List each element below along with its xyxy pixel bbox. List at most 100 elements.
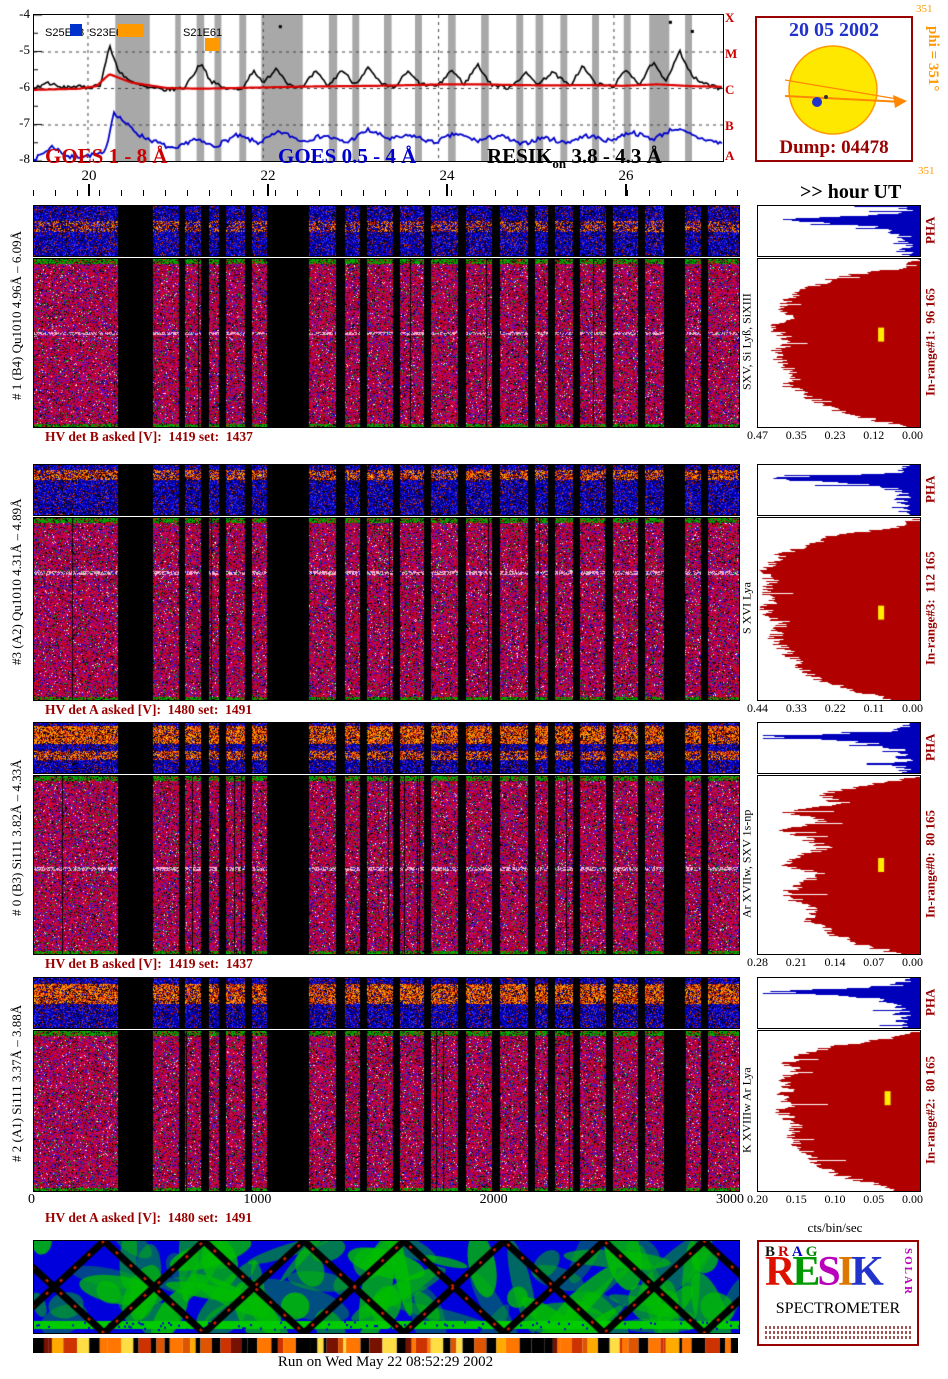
logo-letter: R [778, 1244, 792, 1260]
spectrogram-x-axis: 0 1000 2000 3000 [28, 1192, 744, 1208]
flare-label: S21E61 [183, 27, 223, 39]
credit-line [765, 1336, 911, 1339]
channel-0-line-label: Ar XVIIw, SXV 1s-np [739, 809, 754, 919]
legend-goes-long: GOES 1 - 8 Å [45, 144, 168, 168]
channel-1-count-histogram [757, 258, 921, 428]
logo-letter: A [791, 1244, 806, 1260]
goes-ytick: -6 [19, 79, 30, 94]
resik-logo-box: BRAG RESIK SOLAR SPECTROMETER [757, 1240, 919, 1346]
channel-3-inrange-label: In-range#3: 112 165 [922, 551, 938, 665]
hour-axis-title: >> hour UT [800, 181, 902, 203]
observation-date: 20 05 2002 [789, 19, 879, 41]
channel-2-inrange-label: In-range#2: 80 165 [922, 1056, 938, 1164]
channel-1-left-label: # 1 (B4) Qu1010 4.96Å – 6.09Å [9, 231, 24, 400]
channel-3-hist-axis: 0.44 0.33 0.22 0.11 0.00 [747, 701, 923, 716]
goes-lightcurve-plot [33, 14, 724, 162]
credit-line [765, 1331, 911, 1334]
hour-axis-minor-ticks [33, 190, 738, 196]
channel-2-hv-label: HV det A asked [V]: 1480 set: 1491 [45, 1210, 253, 1225]
channel-3-line-label: S XVI Lya [739, 582, 754, 634]
goes-class-label: B [725, 118, 734, 133]
hist-tick: 0.20 [747, 1192, 768, 1206]
channel-0-count-histogram [757, 775, 921, 955]
logo-letter: R [765, 1249, 795, 1295]
channel-1-inrange-label: In-range#1: 96 165 [922, 288, 938, 396]
channel-0-inrange-label: In-range#0: 80 165 [922, 810, 938, 918]
channel-0-pha-strip [33, 722, 740, 774]
channel-2-left-label: # 2 (A1) Si111 3.37Å – 3.88Å [9, 1004, 24, 1163]
hour-tick-label: 26 [618, 168, 634, 184]
hist-tick: 0.11 [863, 701, 885, 715]
hist-tick: 0.22 [824, 701, 846, 715]
logo-letter: S [817, 1249, 840, 1295]
channel-3-left-label: #3 (A2) Qu1010 4.31Å – 4.89Å [9, 498, 24, 665]
channel-1-hv-label: HV det B asked [V]: 1419 set: 1437 [45, 429, 253, 444]
hist-tick: 0.00 [902, 955, 923, 969]
channel-3-hv-label: HV det A asked [V]: 1480 set: 1491 [45, 702, 253, 717]
hist-tick: 0.14 [824, 955, 846, 969]
channel-3-count-histogram [757, 517, 921, 701]
hist-tick: 0.00 [902, 428, 923, 442]
goes-class-label: A [725, 148, 735, 163]
hist-tick: 0.35 [785, 428, 807, 442]
channel-2-line-label: K XVIIIw Ar Lya [739, 1067, 754, 1153]
logo-letter: E [792, 1249, 820, 1295]
goes-ytick: -4 [19, 6, 30, 21]
credit-line [765, 1326, 911, 1329]
hist-tick: 0.00 [902, 1192, 923, 1206]
hist-tick: 0.23 [824, 428, 846, 442]
sun-pointing-panel: 20 05 2002 Dump: 04478 [755, 16, 913, 162]
goes-class-label: X [725, 10, 735, 25]
channel-0-pha-histogram [757, 722, 921, 774]
raster-scan-panel [33, 1240, 740, 1334]
goes-class-label: M [725, 46, 738, 61]
hist-tick: 0.05 [863, 1192, 885, 1206]
logo-credits-lines [765, 1326, 911, 1341]
hist-tick: 0.47 [747, 428, 768, 442]
legend-resik-name: RESIK [487, 144, 553, 168]
intensity-color-strip [33, 1338, 738, 1353]
channel-1-spectrogram [33, 258, 740, 428]
hist-tick: 0.10 [824, 1192, 846, 1206]
logo-letter: I [837, 1249, 854, 1295]
channel-2-hist-axis: 0.20 0.15 0.10 0.05 0.00 [747, 1192, 923, 1207]
run-timestamp: Run on Wed May 22 08:52:29 2002 [277, 1354, 494, 1370]
hour-axis-major-tick [88, 184, 90, 196]
channel-1-pha-histogram [757, 205, 921, 257]
hist-tick: 0.12 [863, 428, 885, 442]
sun-disk-diagram [784, 45, 907, 135]
hist-tick: 0.21 [785, 955, 807, 969]
channel-1-line-label: SXV, Si Lyß, SiXIII [739, 293, 754, 391]
channel-3-pha-label: PHA [922, 475, 938, 503]
hour-tick-label: 22 [260, 168, 276, 184]
small-pointing-dot [824, 95, 828, 99]
logo-letter: G [805, 1244, 821, 1260]
channel-1-pha-strip [33, 205, 740, 257]
hist-units-label: cts/bin/sec [807, 1220, 863, 1235]
channel-2-pha-strip [33, 977, 740, 1029]
channel-3-pha-strip [33, 464, 740, 516]
logo-letter: K [851, 1249, 884, 1295]
channel-1-pha-label: PHA [922, 216, 938, 244]
channel-0-left-label: # 0 (B3) Si111 3.82Å – 4.33Å [9, 759, 24, 916]
target-region-dot [812, 97, 822, 107]
legend-goes-short: GOES 0.5 - 4 Å [278, 144, 417, 168]
channel-0-pha-label: PHA [922, 733, 938, 761]
sun-disk [788, 45, 878, 135]
pointing-arrow-line2 [784, 79, 904, 101]
channel-1-hist-axis: 0.47 0.35 0.23 0.12 0.00 [747, 428, 923, 443]
phi-lower-value: 351 [918, 165, 935, 177]
dump-number: Dump: 04478 [779, 137, 889, 158]
hour-tick-label: 20 [81, 168, 97, 184]
channel-3-spectrogram [33, 517, 740, 701]
goes-ytick: -7 [19, 115, 30, 130]
phi-angle-label: phi = 351° [925, 26, 941, 92]
hist-tick: 0.33 [785, 701, 807, 715]
channel-0-hv-label: HV det B asked [V]: 1419 set: 1437 [45, 956, 253, 971]
hour-tick-label: 24 [439, 168, 455, 184]
flare-marker [205, 38, 220, 51]
goes-class-label: C [725, 82, 735, 97]
hour-axis-major-tick [625, 184, 627, 196]
hour-axis-major-tick [267, 184, 269, 196]
